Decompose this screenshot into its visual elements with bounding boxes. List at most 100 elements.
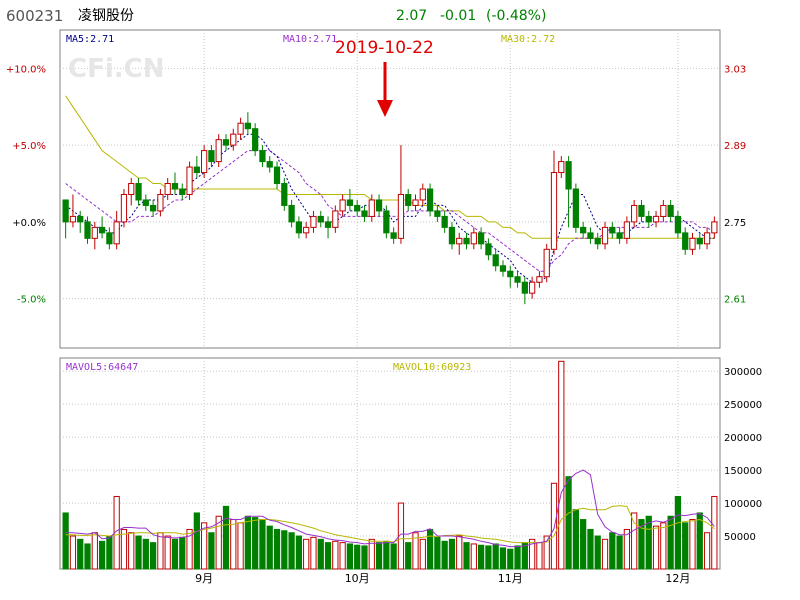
candle xyxy=(703,227,711,250)
volume-bar xyxy=(703,532,711,570)
volume-grid xyxy=(60,358,720,569)
candle-body xyxy=(652,215,660,223)
volume-bar xyxy=(98,540,106,570)
candle-body xyxy=(696,237,703,245)
candle-body xyxy=(587,232,594,239)
volume-bar xyxy=(288,532,295,570)
candle xyxy=(601,221,609,250)
pct-tick-label: -5.0% xyxy=(17,295,46,306)
candle-body xyxy=(477,232,485,245)
candle xyxy=(652,210,660,228)
volume-bar xyxy=(346,543,354,570)
pct-tick-label: +10.0% xyxy=(6,64,46,75)
volume-bar xyxy=(77,538,84,570)
candle xyxy=(84,216,91,244)
candle xyxy=(361,205,368,222)
volume-bar xyxy=(171,538,179,570)
x-axis: 9月 10月 11月 12月 xyxy=(195,572,690,585)
candle xyxy=(587,227,594,244)
candle xyxy=(507,265,514,288)
candle-body xyxy=(550,172,558,250)
candle-body xyxy=(135,183,142,201)
candle-body xyxy=(441,215,448,228)
mavol10-line xyxy=(65,505,715,544)
header-change: -0.01 xyxy=(440,8,476,24)
volume-bar xyxy=(266,525,273,570)
volume-bar xyxy=(186,528,193,570)
candle-body xyxy=(448,226,456,245)
candle-body xyxy=(303,226,310,234)
candle xyxy=(142,194,149,211)
candle-body xyxy=(186,166,193,195)
candle xyxy=(477,227,485,250)
ma10-line xyxy=(65,150,715,272)
candle xyxy=(288,199,295,228)
volume-bar xyxy=(339,542,346,570)
candle xyxy=(295,216,303,239)
candle xyxy=(179,183,186,200)
candle xyxy=(215,134,222,168)
volume-bar xyxy=(616,535,623,570)
annotation-arrow-head xyxy=(377,100,393,117)
price-tick-label: 2.75 xyxy=(724,218,746,229)
candle-body xyxy=(594,237,601,245)
candle-body xyxy=(631,204,638,223)
candle xyxy=(266,156,273,173)
volume-average-lines xyxy=(65,469,715,548)
candle xyxy=(273,161,281,189)
candle-body xyxy=(514,276,521,283)
volume-bar xyxy=(638,519,645,570)
candle xyxy=(609,221,616,239)
candle xyxy=(303,221,310,239)
candle-body xyxy=(222,139,230,146)
volume-tick-label: 150000 xyxy=(724,466,762,477)
candle xyxy=(463,232,470,250)
price-axes: 3.03 +10.0% 2.89 +5.0% 2.75 +0.0% 2.61 -5.0% xyxy=(6,64,746,305)
ma10-label: MA10:2.71 xyxy=(283,34,337,45)
volume-bar xyxy=(689,519,696,570)
candle xyxy=(580,221,587,239)
volume-bar xyxy=(652,525,660,570)
volume-panel-frame xyxy=(59,357,721,570)
volume-bar xyxy=(157,532,164,570)
volume-bar xyxy=(317,538,324,570)
ma30-label: MA30:2.72 xyxy=(501,34,555,45)
candle xyxy=(594,232,601,250)
candle xyxy=(113,210,120,250)
candle-body xyxy=(536,276,543,283)
candle xyxy=(149,199,157,217)
candle-body xyxy=(339,199,346,212)
volume-bar xyxy=(295,535,303,570)
candle xyxy=(106,227,113,250)
candle-body xyxy=(485,243,492,256)
volume-bar xyxy=(69,535,77,570)
candle xyxy=(98,216,106,239)
volume-bar xyxy=(361,545,368,570)
candle xyxy=(69,194,77,228)
volume-bar xyxy=(507,548,514,570)
volume-bar xyxy=(84,543,91,570)
candle-body xyxy=(703,232,711,245)
header-change-pct: (-0.48%) xyxy=(486,8,546,24)
candle xyxy=(543,243,550,283)
volume-bar xyxy=(565,476,572,570)
candle xyxy=(375,194,383,217)
candle xyxy=(230,128,237,151)
volume-bar xyxy=(426,528,434,570)
volume-bar xyxy=(463,542,470,570)
x-tick-label: 10月 xyxy=(345,572,370,585)
candle-body xyxy=(77,215,84,223)
volume-bar xyxy=(601,538,609,570)
candle xyxy=(317,210,324,228)
candle xyxy=(711,216,718,239)
candle xyxy=(201,145,208,179)
candle-body xyxy=(346,199,354,206)
candle-body xyxy=(128,183,135,195)
candle xyxy=(616,227,623,244)
candle-body xyxy=(689,237,696,250)
candle-body xyxy=(434,210,441,217)
volume-tick-label: 300000 xyxy=(724,367,762,378)
candle-body xyxy=(332,210,339,228)
candle xyxy=(164,178,171,200)
